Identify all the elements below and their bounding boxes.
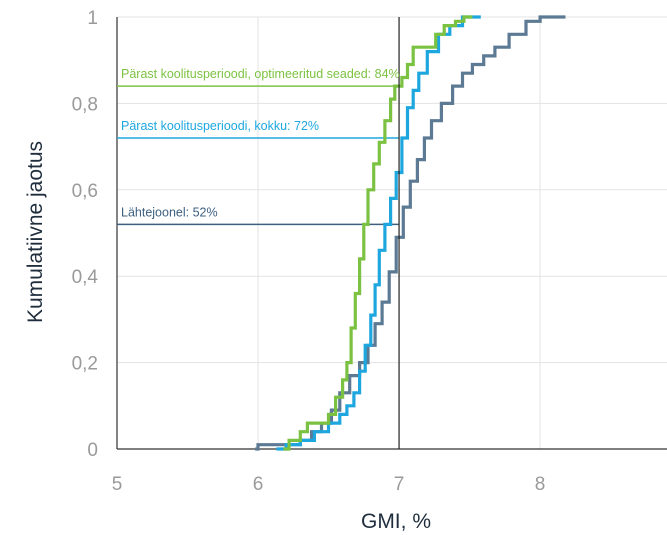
series-line (283, 15, 473, 451)
annotation-label: Pärast koolitusperioodi, kokku: 72% (121, 119, 319, 133)
series-line (255, 15, 566, 451)
series-lines (255, 15, 566, 451)
annotation-lines (117, 85, 400, 226)
plot-frame (116, 17, 667, 450)
grid-lines (116, 16, 667, 450)
y-tick-label: 0,4 (72, 267, 99, 288)
x-axis-title: GMI, % (361, 510, 431, 533)
annotation-labels: Pärast koolitusperioodi, optimeeritud se… (121, 67, 400, 219)
x-tick-label: 8 (535, 474, 546, 495)
y-tick-label: 1 (87, 8, 98, 29)
annotation-label: Lähtejoonel: 52% (121, 205, 218, 219)
y-tick-label: 0,2 (72, 354, 98, 375)
y-axis-title: Kumulatiivne jaotus (24, 141, 47, 323)
y-tick-label: 0,6 (72, 181, 98, 202)
y-tick-labels: 0 0,2 0,4 0,6 0,8 1 (72, 8, 99, 461)
x-tick-labels: 5 6 7 8 (112, 474, 546, 495)
x-tick-label: 7 (394, 474, 405, 495)
annotation-label: Pärast koolitusperioodi, optimeeritud se… (121, 67, 400, 81)
series-line (276, 15, 481, 451)
x-tick-label: 6 (253, 474, 264, 495)
x-tick-label: 5 (112, 474, 123, 495)
y-tick-label: 0 (87, 440, 98, 461)
y-tick-label: 0,8 (72, 94, 98, 115)
